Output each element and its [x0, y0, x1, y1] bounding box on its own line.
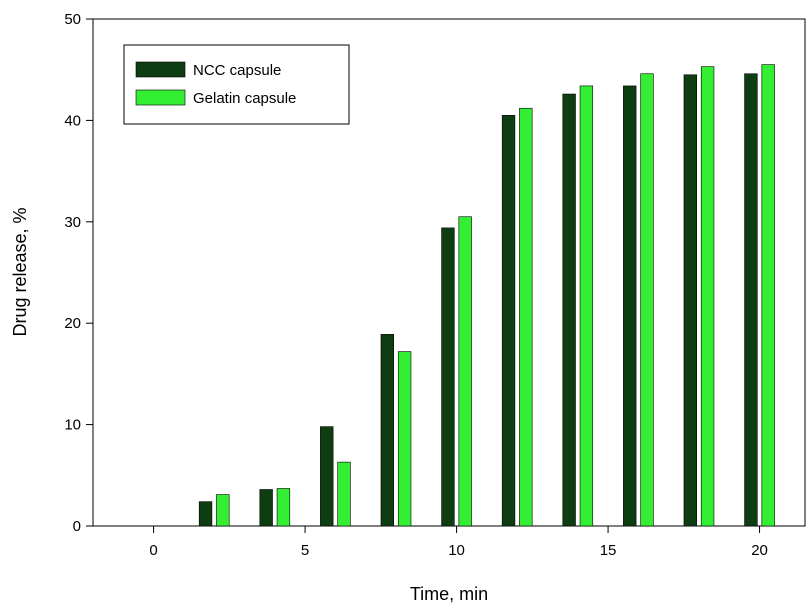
bar-ncc-capsule [441, 227, 455, 527]
bar-gelatin-capsule [458, 216, 472, 527]
y-axis-title: Drug release, % [10, 207, 30, 336]
y-tick-label: 20 [64, 315, 81, 332]
y-tick-label: 40 [64, 112, 81, 129]
bar-gelatin-capsule [337, 461, 351, 527]
bars [198, 64, 775, 527]
bar-ncc-capsule [623, 85, 637, 527]
bar-ncc-capsule [501, 115, 516, 527]
bar-gelatin-capsule [579, 85, 594, 527]
y-tick-label: 10 [64, 417, 81, 434]
x-tick-label: 0 [149, 542, 157, 559]
legend-box [123, 44, 350, 125]
x-axis-title: Time, min [410, 584, 488, 604]
legend-label-ncc: NCC capsule [193, 62, 281, 79]
y-tick-label: 0 [73, 518, 81, 535]
y-tick-label: 50 [64, 11, 81, 28]
bar-gelatin-capsule [700, 66, 715, 527]
x-tick-label: 10 [448, 542, 465, 559]
x-tick-label: 5 [301, 542, 309, 559]
bar-ncc-capsule [380, 334, 395, 527]
x-tick-label: 20 [751, 542, 768, 559]
bar-ncc-capsule [744, 73, 758, 527]
bar-gelatin-capsule [640, 73, 654, 527]
bar-ncc-capsule [198, 501, 213, 527]
legend-swatch-gelatin [135, 89, 186, 106]
bar-gelatin-capsule [276, 488, 291, 527]
legend-label-gelatin: Gelatin capsule [193, 90, 296, 107]
bar-ncc-capsule [562, 93, 576, 527]
bar-gelatin-capsule [216, 494, 230, 527]
bar-gelatin-capsule [761, 64, 775, 527]
y-tick-label: 30 [64, 214, 81, 231]
legend: NCC capsule Gelatin capsule [123, 44, 350, 125]
x-tick-label: 15 [600, 542, 617, 559]
bar-ncc-capsule [320, 426, 334, 527]
x-axis-ticks: 0 5 10 15 20 [149, 526, 768, 559]
bar-gelatin-capsule [519, 107, 533, 527]
legend-swatch-ncc [135, 61, 186, 78]
bar-ncc-capsule [683, 74, 697, 527]
y-axis-ticks: 0 10 20 30 40 50 [64, 11, 93, 535]
bar-gelatin-capsule [397, 351, 412, 527]
bar-ncc-capsule [259, 489, 273, 527]
